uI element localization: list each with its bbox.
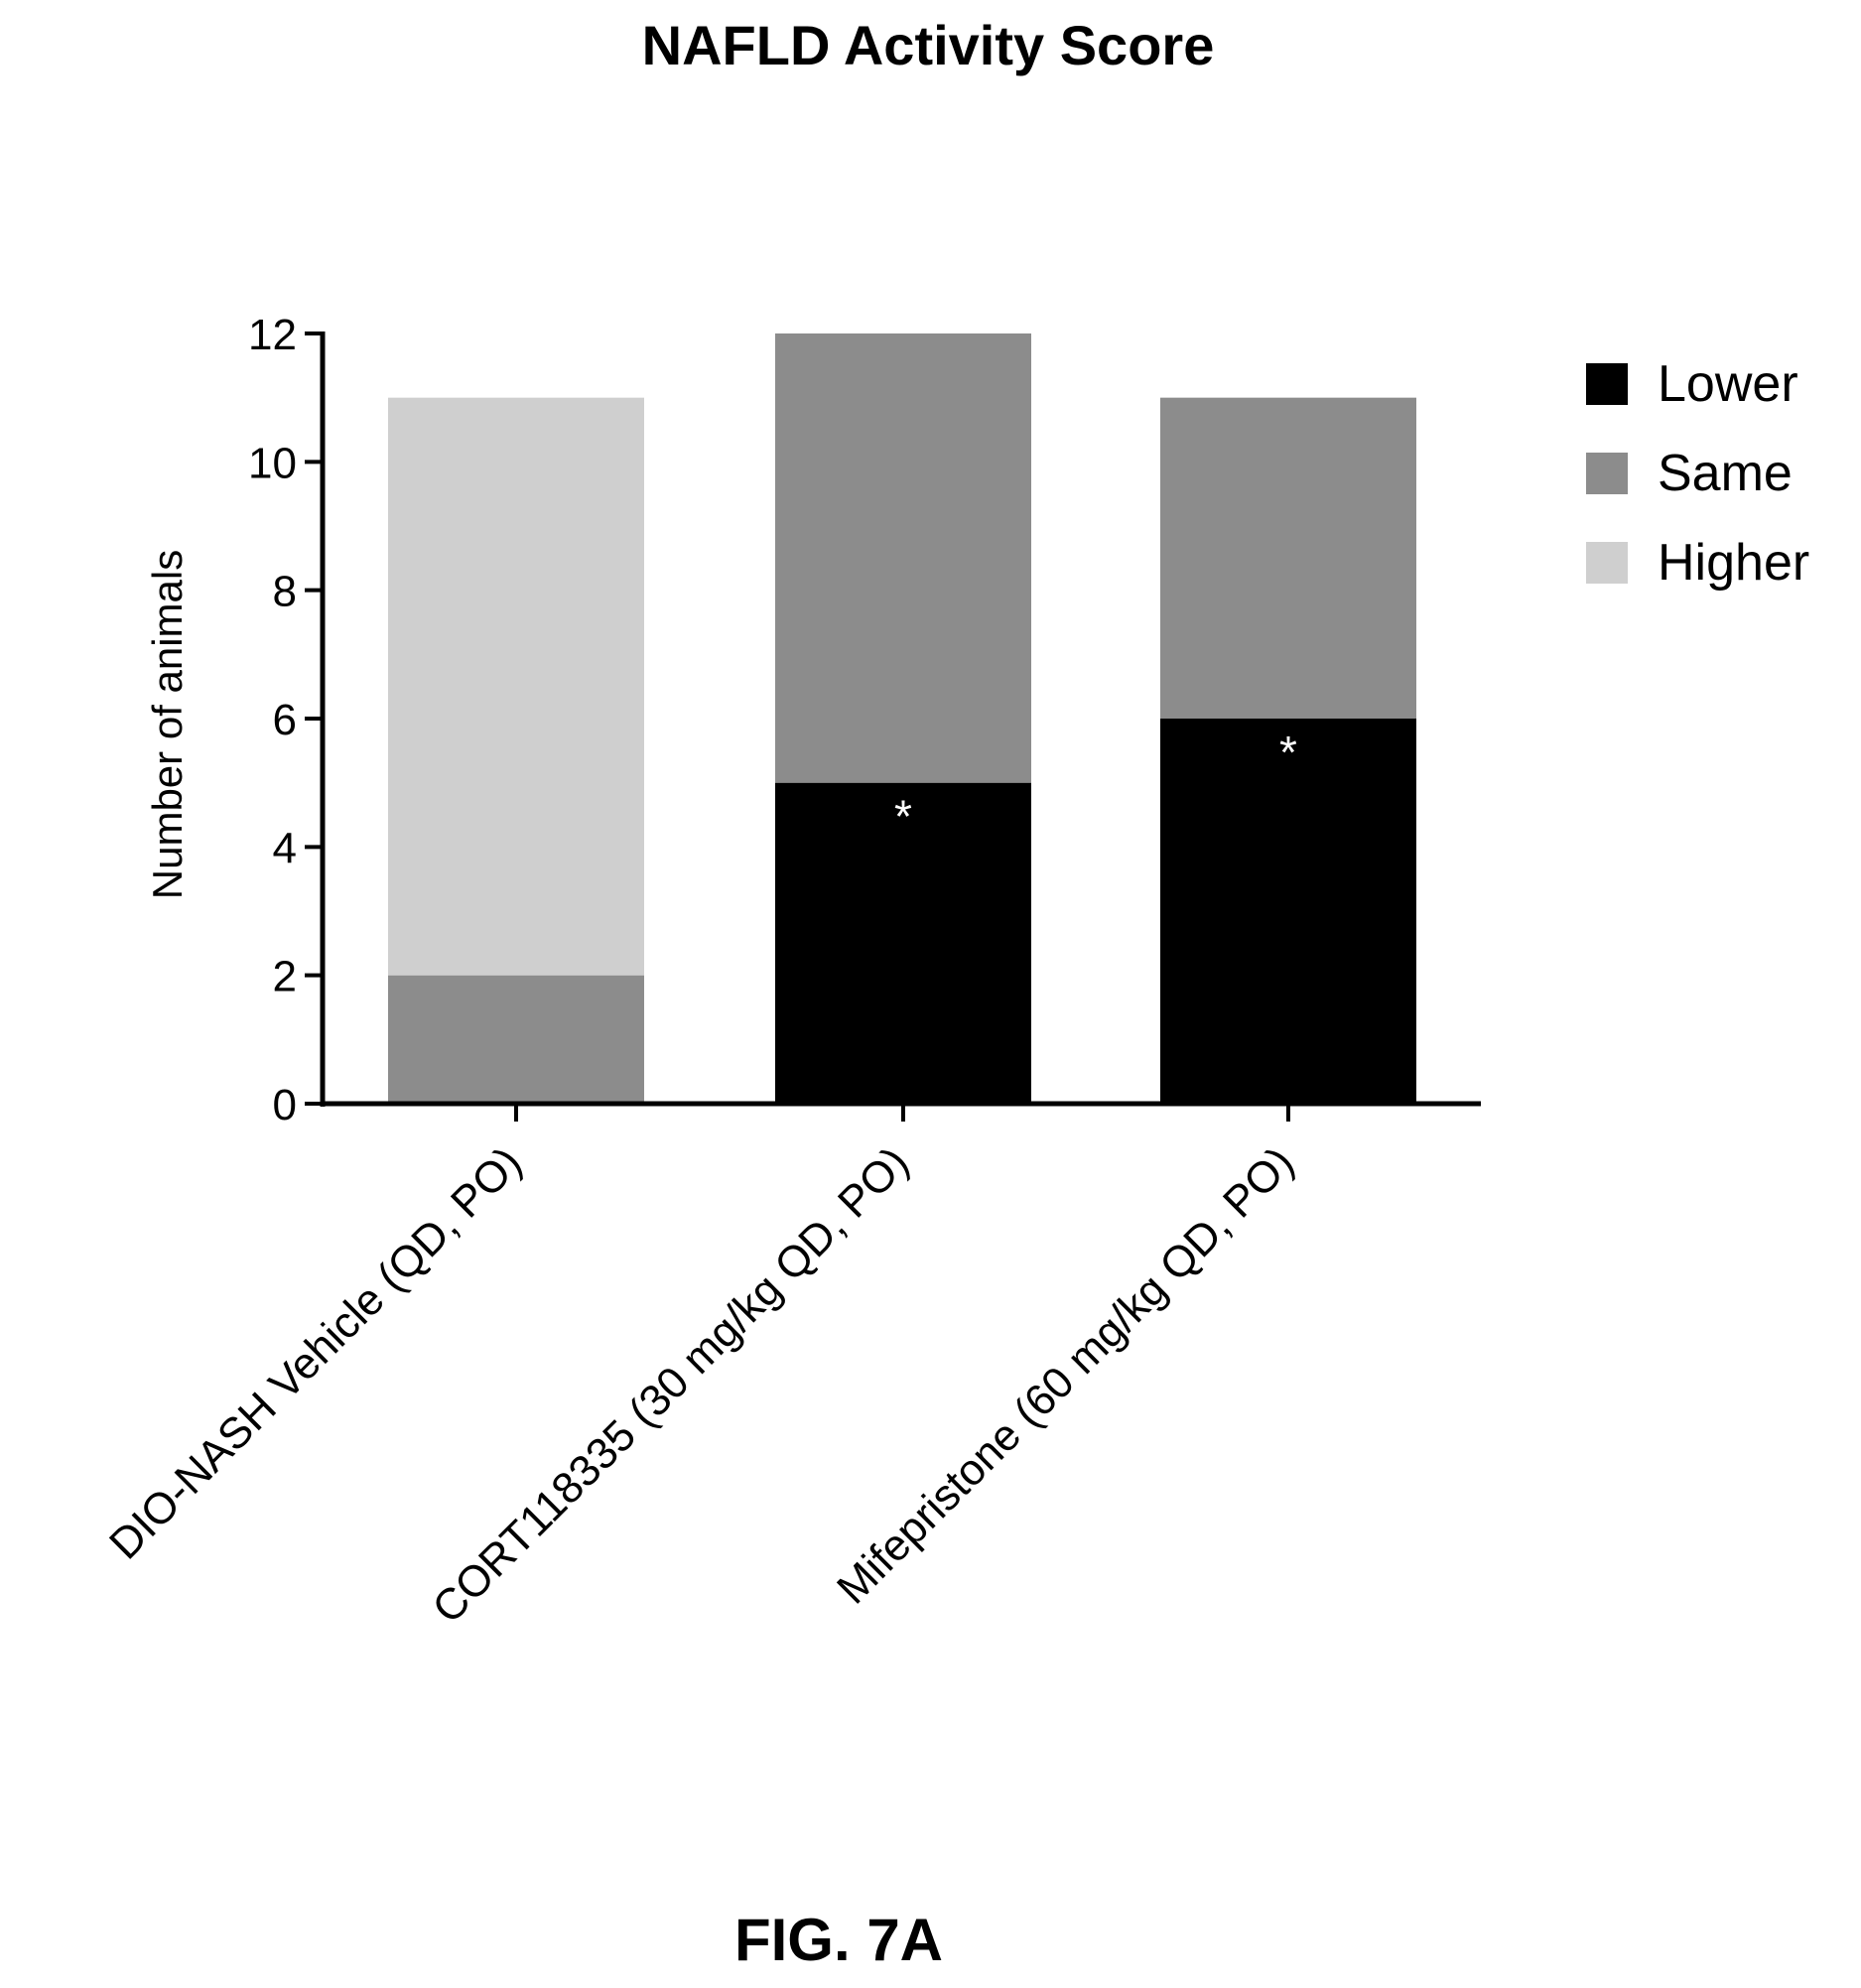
y-tick-label: 10: [248, 439, 297, 487]
x-tick-label: CORT118335 (30 mg/kg QD, PO): [423, 1137, 918, 1633]
plot-area: * * 0 2 4 6 8 10 12 DIO-NASH Vehicle (QD, PO)CORT…: [100, 311, 1481, 1633]
significance-marker: *: [894, 791, 912, 843]
y-tick-label: 2: [273, 953, 297, 1001]
bar-lower-2: [1160, 719, 1416, 1104]
legend-swatch-higher: [1586, 542, 1628, 584]
bar-same-2: [1160, 397, 1416, 719]
legend-swatch-lower: [1586, 363, 1628, 405]
y-tick-label: 8: [273, 568, 297, 616]
bar-same-1: [775, 333, 1031, 783]
x-tick-label: DIO-NASH Vehicle (QD, PO): [100, 1137, 531, 1568]
bar-lower-1: [775, 782, 1031, 1104]
x-tick-label-group: Mifepristone (60 mg/kg QD, PO): [828, 1137, 1303, 1613]
bar-higher-0: [388, 397, 644, 976]
y-axis-label-group: Number of animals: [144, 550, 191, 899]
x-tick-label-group: DIO-NASH Vehicle (QD, PO): [100, 1137, 531, 1568]
y-tick-label: 12: [248, 311, 297, 359]
y-axis-label: Number of animals: [144, 550, 191, 899]
legend: Lower Same Higher: [1586, 355, 1809, 592]
legend-label-same: Same: [1658, 445, 1793, 502]
x-tick-label: Mifepristone (60 mg/kg QD, PO): [828, 1137, 1303, 1613]
figure-label: FIG. 7A: [734, 1907, 943, 1973]
legend-swatch-same: [1586, 453, 1628, 494]
legend-label-lower: Lower: [1658, 355, 1798, 413]
legend-label-higher: Higher: [1658, 534, 1809, 592]
chart-title: NAFLD Activity Score: [642, 14, 1215, 76]
bar-same-0: [388, 975, 644, 1104]
y-tick-label: 6: [273, 696, 297, 744]
x-tick-label-group: CORT118335 (30 mg/kg QD, PO): [423, 1137, 918, 1633]
y-tick-label: 4: [273, 824, 297, 872]
significance-marker: *: [1279, 727, 1297, 778]
y-tick-label: 0: [273, 1081, 297, 1129]
